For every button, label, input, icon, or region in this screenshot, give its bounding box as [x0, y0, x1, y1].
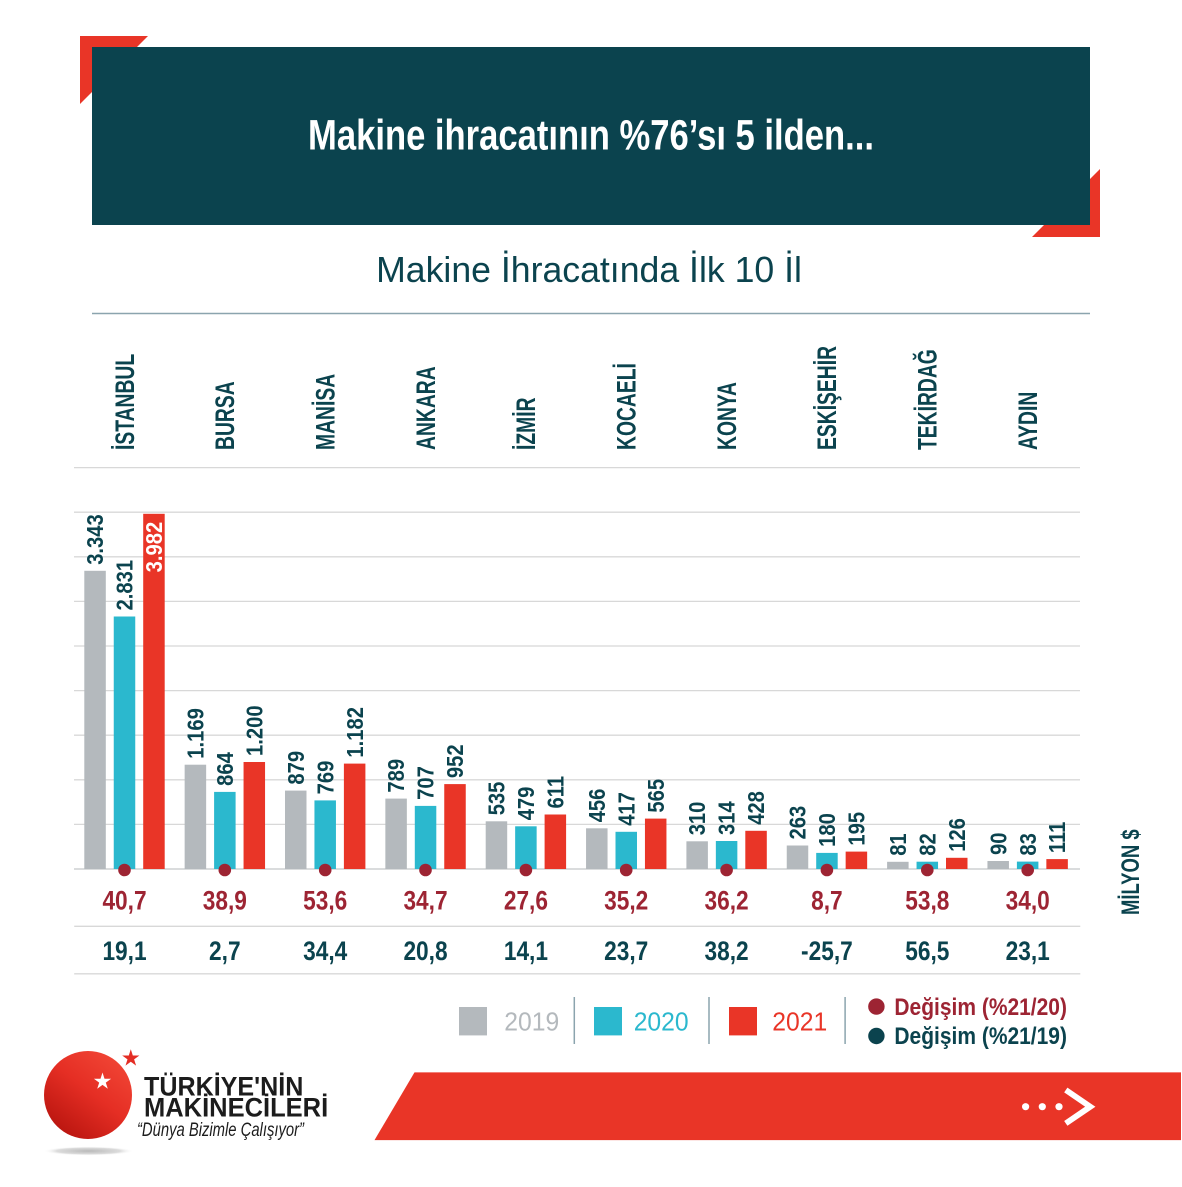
svg-text:111: 111 — [1044, 822, 1071, 853]
svg-text:BURSA: BURSA — [210, 381, 240, 450]
svg-text:180: 180 — [814, 813, 841, 847]
svg-text:MİLYON $: MİLYON $ — [1116, 829, 1144, 915]
svg-text:TEKİRDAĞ: TEKİRDAĞ — [911, 349, 942, 450]
svg-text:27,6: 27,6 — [504, 886, 548, 916]
svg-text:952: 952 — [442, 744, 469, 778]
svg-text:Değişim (%21/19): Değişim (%21/19) — [894, 1021, 1067, 1049]
svg-text:Makine ihracatının %76’sı 5 il: Makine ihracatının %76’sı 5 ilden... — [308, 112, 874, 159]
svg-text:19,1: 19,1 — [102, 936, 146, 966]
svg-text:1.169: 1.169 — [182, 708, 209, 759]
svg-text:KOCAELİ: KOCAELİ — [611, 363, 641, 450]
svg-text:565: 565 — [642, 779, 669, 813]
svg-text:38,9: 38,9 — [203, 886, 247, 916]
svg-text:428: 428 — [743, 791, 770, 825]
svg-text:1.200: 1.200 — [241, 705, 268, 756]
svg-text:90: 90 — [985, 833, 1012, 855]
svg-text:456: 456 — [583, 789, 610, 823]
svg-text:TÜRKİYE'NİN: TÜRKİYE'NİN — [144, 1071, 303, 1102]
svg-text:2019: 2019 — [504, 1008, 559, 1037]
svg-text:864: 864 — [211, 751, 238, 785]
svg-text:879: 879 — [282, 751, 309, 785]
svg-text:ESKİŞEHİR: ESKİŞEHİR — [812, 346, 842, 450]
svg-text:126: 126 — [943, 818, 970, 852]
svg-text:769: 769 — [312, 761, 339, 795]
svg-text:310: 310 — [684, 802, 711, 836]
svg-text:611: 611 — [542, 776, 569, 809]
svg-text:83: 83 — [1014, 833, 1041, 855]
svg-text:İSTANBUL: İSTANBUL — [110, 354, 140, 450]
svg-text:20,8: 20,8 — [403, 936, 447, 966]
svg-text:82: 82 — [914, 833, 941, 855]
svg-text:53,6: 53,6 — [303, 886, 347, 916]
svg-text:535: 535 — [483, 782, 510, 816]
svg-text:Makine İhracatında İlk 10 İl: Makine İhracatında İlk 10 İl — [376, 250, 802, 290]
svg-text:İZMİR: İZMİR — [511, 397, 541, 450]
svg-text:2,7: 2,7 — [209, 936, 241, 966]
svg-text:707: 707 — [412, 766, 439, 800]
svg-text:36,2: 36,2 — [705, 886, 749, 916]
svg-text:3.982: 3.982 — [141, 522, 168, 573]
svg-text:2021: 2021 — [772, 1008, 827, 1037]
svg-text:40,7: 40,7 — [102, 886, 146, 916]
svg-text:3.343: 3.343 — [82, 514, 109, 565]
svg-text:-25,7: -25,7 — [801, 936, 853, 966]
svg-text:14,1: 14,1 — [504, 936, 548, 966]
svg-text:417: 417 — [613, 792, 640, 826]
svg-text:34,4: 34,4 — [303, 936, 347, 966]
svg-text:“Dünya Bizimle Çalışıyor”: “Dünya Bizimle Çalışıyor” — [137, 1119, 305, 1140]
svg-text:34,7: 34,7 — [403, 886, 447, 916]
svg-text:789: 789 — [383, 759, 410, 793]
svg-text:263: 263 — [784, 806, 811, 840]
svg-text:KONYA: KONYA — [712, 382, 742, 450]
svg-text:314: 314 — [713, 801, 740, 835]
svg-text:35,2: 35,2 — [604, 886, 648, 916]
svg-text:23,1: 23,1 — [1006, 936, 1050, 966]
svg-text:MAKİNECİLERİ: MAKİNECİLERİ — [144, 1092, 328, 1123]
svg-text:AYDIN: AYDIN — [1013, 392, 1043, 450]
svg-text:38,2: 38,2 — [705, 936, 749, 966]
svg-text:8,7: 8,7 — [811, 886, 843, 916]
svg-text:56,5: 56,5 — [905, 936, 949, 966]
svg-text:2.831: 2.831 — [111, 560, 138, 611]
svg-text:81: 81 — [884, 833, 911, 855]
svg-text:195: 195 — [843, 812, 870, 846]
svg-text:2020: 2020 — [634, 1008, 689, 1037]
svg-text:Değişim (%21/20): Değişim (%21/20) — [894, 992, 1067, 1020]
svg-text:34,0: 34,0 — [1006, 886, 1050, 916]
svg-text:53,8: 53,8 — [905, 886, 949, 916]
svg-text:1.182: 1.182 — [341, 707, 368, 758]
svg-text:MANİSA: MANİSA — [310, 374, 340, 450]
svg-text:ANKARA: ANKARA — [411, 366, 441, 450]
svg-text:479: 479 — [513, 787, 540, 821]
svg-text:23,7: 23,7 — [604, 936, 648, 966]
